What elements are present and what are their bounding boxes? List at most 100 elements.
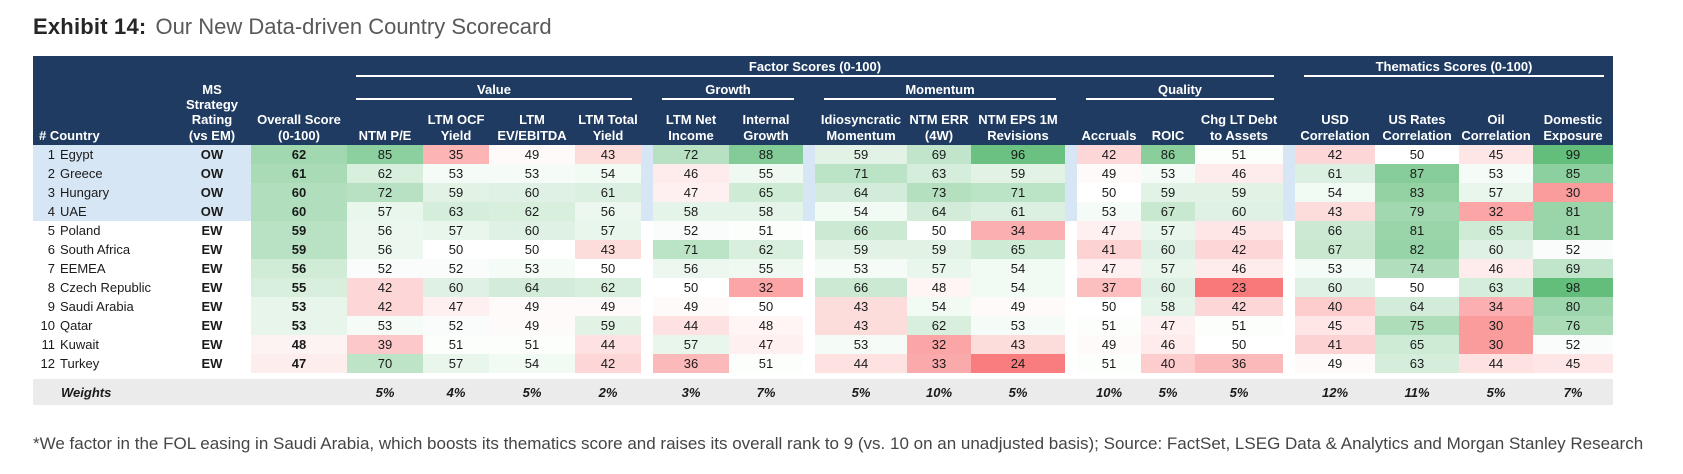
score-cell-roic: 46 xyxy=(1141,335,1195,354)
score-cell-ltm-ev-ebitda: 50 xyxy=(489,240,575,259)
gap-cell xyxy=(1283,316,1295,335)
score-cell-oil-correlation: 57 xyxy=(1459,183,1533,202)
score-cell-ntm-eps-1m-revisions: 34 xyxy=(971,221,1065,240)
score-cell-ntm-eps-1m-revisions: 61 xyxy=(971,202,1065,221)
score-cell-roic: 58 xyxy=(1141,297,1195,316)
rating-cell: OW xyxy=(173,164,251,183)
gap-cell xyxy=(641,259,653,278)
header-gap xyxy=(803,79,815,145)
rating-cell: EW xyxy=(173,354,251,373)
score-cell-chg-lt-debt-to-assets: 36 xyxy=(1195,354,1283,373)
weights-empty xyxy=(173,379,251,405)
weight-cell-internal-growth: 7% xyxy=(729,379,803,405)
rating-cell: OW xyxy=(173,202,251,221)
score-cell-ltm-total-yield: 54 xyxy=(575,164,641,183)
country-label: Turkey xyxy=(60,356,100,371)
score-cell-chg-lt-debt-to-assets: 23 xyxy=(1195,278,1283,297)
score-cell-ltm-ocf-yield: 57 xyxy=(423,221,489,240)
score-cell-idiosyncratic-momentum: 53 xyxy=(815,259,907,278)
table-row-eemea: 7 EEMEA EW 56 52 52 53 50 56 55 53 57 54 47 57 46 53 74 46… xyxy=(33,259,1613,278)
gap-cell xyxy=(803,202,815,221)
weight-cell-domestic-exposure: 7% xyxy=(1533,379,1613,405)
country-label: Greece xyxy=(60,166,103,181)
score-cell-ltm-ocf-yield: 35 xyxy=(423,145,489,164)
score-cell-ntm-eps-1m-revisions: 43 xyxy=(971,335,1065,354)
score-cell-chg-lt-debt-to-assets: 46 xyxy=(1195,164,1283,183)
score-cell-ltm-ocf-yield: 47 xyxy=(423,297,489,316)
score-cell-ntm-p-e: 56 xyxy=(347,240,423,259)
score-cell-ltm-total-yield: 59 xyxy=(575,316,641,335)
gap-cell xyxy=(641,354,653,373)
score-cell-roic: 59 xyxy=(1141,183,1195,202)
score-cell-internal-growth: 55 xyxy=(729,164,803,183)
overall-score-cell: 60 xyxy=(251,202,347,221)
score-cell-accruals: 41 xyxy=(1077,240,1141,259)
gap-cell xyxy=(1283,278,1295,297)
country-cell: 12 Turkey xyxy=(33,354,173,373)
score-cell-ltm-net-income: 49 xyxy=(653,297,729,316)
weights-gap xyxy=(1283,379,1295,405)
score-cell-internal-growth: 47 xyxy=(729,335,803,354)
score-cell-ntm-p-e: 53 xyxy=(347,316,423,335)
score-cell-ltm-total-yield: 57 xyxy=(575,221,641,240)
col-header-internal-growth: Internal Growth xyxy=(729,102,803,145)
table-row-greece: 2 Greece OW 61 62 53 53 54 46 55 71 63 59 49 53 46 61 87 5… xyxy=(33,164,1613,183)
rank-label: 8 xyxy=(47,280,55,295)
overall-score-cell: 56 xyxy=(251,259,347,278)
score-cell-oil-correlation: 65 xyxy=(1459,221,1533,240)
score-cell-ltm-ocf-yield: 57 xyxy=(423,354,489,373)
score-cell-ltm-net-income: 50 xyxy=(653,278,729,297)
gap-cell xyxy=(1283,221,1295,240)
rank-label: 1 xyxy=(47,147,55,162)
weight-cell-ltm-total-yield: 2% xyxy=(575,379,641,405)
gap-cell xyxy=(1065,335,1077,354)
score-cell-oil-correlation: 45 xyxy=(1459,145,1533,164)
gap-cell xyxy=(803,354,815,373)
score-cell-idiosyncratic-momentum: 54 xyxy=(815,202,907,221)
rating-cell: EW xyxy=(173,240,251,259)
score-cell-oil-correlation: 63 xyxy=(1459,278,1533,297)
score-cell-oil-correlation: 46 xyxy=(1459,259,1533,278)
score-cell-accruals: 49 xyxy=(1077,164,1141,183)
score-cell-ltm-net-income: 71 xyxy=(653,240,729,259)
rating-cell: OW xyxy=(173,145,251,164)
score-cell-ntm-eps-1m-revisions: 49 xyxy=(971,297,1065,316)
gap-cell xyxy=(803,278,815,297)
country-cell: 10 Qatar xyxy=(33,316,173,335)
overall-score-cell: 61 xyxy=(251,164,347,183)
score-cell-internal-growth: 55 xyxy=(729,259,803,278)
score-cell-us-rates-correlation: 63 xyxy=(1375,354,1459,373)
gap-cell xyxy=(803,221,815,240)
table-row-kuwait: 11 Kuwait EW 48 39 51 51 44 57 47 53 32 43 49 46 50 41 65… xyxy=(33,335,1613,354)
score-cell-domestic-exposure: 99 xyxy=(1533,145,1613,164)
score-cell-us-rates-correlation: 87 xyxy=(1375,164,1459,183)
score-cell-idiosyncratic-momentum: 64 xyxy=(815,183,907,202)
score-cell-ntm-p-e: 39 xyxy=(347,335,423,354)
country-cell: 3 Hungary xyxy=(33,183,173,202)
score-cell-domestic-exposure: 30 xyxy=(1533,183,1613,202)
score-cell-ltm-net-income: 52 xyxy=(653,221,729,240)
weight-cell-ltm-ocf-yield: 4% xyxy=(423,379,489,405)
score-cell-ltm-ev-ebitda: 49 xyxy=(489,297,575,316)
country-label: Saudi Arabia xyxy=(60,299,134,314)
country-cell: 5 Poland xyxy=(33,221,173,240)
table-row-poland: 5 Poland EW 59 56 57 60 57 52 51 66 50 34 47 57 45 66 81 6… xyxy=(33,221,1613,240)
gap-cell xyxy=(1283,145,1295,164)
score-cell-domestic-exposure: 69 xyxy=(1533,259,1613,278)
rating-cell: EW xyxy=(173,297,251,316)
weight-cell-ntm-p-e: 5% xyxy=(347,379,423,405)
score-cell-oil-correlation: 60 xyxy=(1459,240,1533,259)
subgroup-header-momentum: Momentum xyxy=(815,79,1065,102)
gap-cell xyxy=(1283,335,1295,354)
score-cell-ntm-eps-1m-revisions: 65 xyxy=(971,240,1065,259)
header-gap xyxy=(641,79,653,145)
col-header-overall-score: Overall Score (0-100) xyxy=(251,56,347,145)
score-cell-ltm-ev-ebitda: 51 xyxy=(489,335,575,354)
country-label: EEMEA xyxy=(60,261,106,276)
score-cell-usd-correlation: 40 xyxy=(1295,297,1375,316)
col-header-idiosyncratic-momentum: Idiosyncratic Momentum xyxy=(815,102,907,145)
table-row-hungary: 3 Hungary OW 60 72 59 60 61 47 65 64 73 71 50 59 59 54 83… xyxy=(33,183,1613,202)
gap-cell xyxy=(1283,240,1295,259)
score-cell-chg-lt-debt-to-assets: 60 xyxy=(1195,202,1283,221)
overall-score-cell: 53 xyxy=(251,316,347,335)
